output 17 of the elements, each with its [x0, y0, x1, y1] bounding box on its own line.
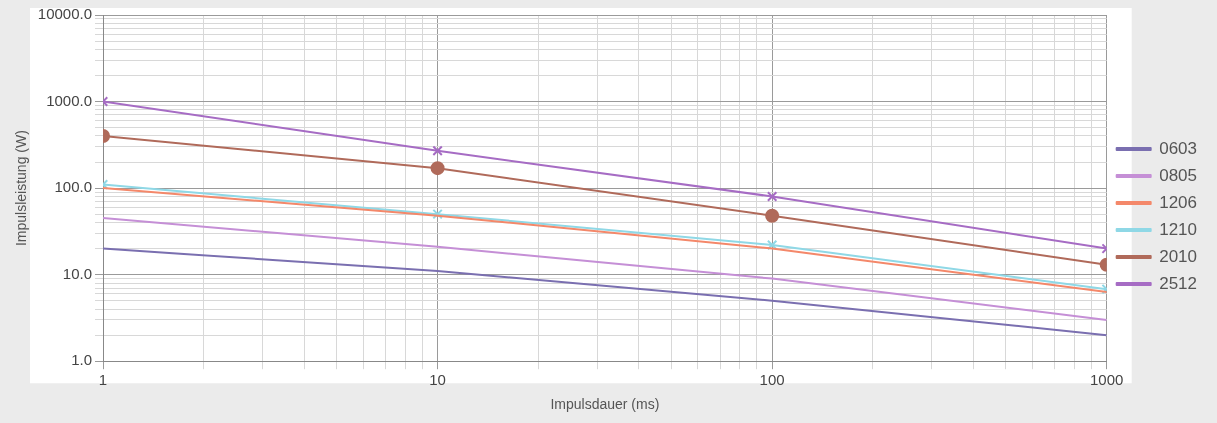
x-axis-title: Impulsdauer (ms) — [550, 396, 660, 413]
x-tick-label: 100 — [759, 371, 785, 389]
y-tick-label: 1000.0 — [46, 91, 93, 109]
y-tick-label: 100.0 — [54, 178, 93, 196]
legend-label: 0805 — [1159, 165, 1198, 185]
legend-label: 2512 — [1159, 273, 1198, 293]
legend-label: 0603 — [1159, 138, 1198, 158]
x-tick-label: 1000 — [1089, 371, 1124, 389]
legend-label: 2010 — [1159, 246, 1198, 266]
legend-label: 1210 — [1159, 219, 1198, 239]
y-axis-title: Impulsleistung (W) — [13, 130, 30, 247]
x-tick-label: 10 — [429, 371, 446, 389]
legend-label: 1206 — [1159, 192, 1198, 212]
y-tick-label: 1.0 — [71, 351, 93, 369]
y-tick-label: 10.0 — [62, 264, 93, 282]
y-tick-label: 10000.0 — [37, 5, 93, 23]
x-tick-label: 1 — [98, 371, 108, 389]
